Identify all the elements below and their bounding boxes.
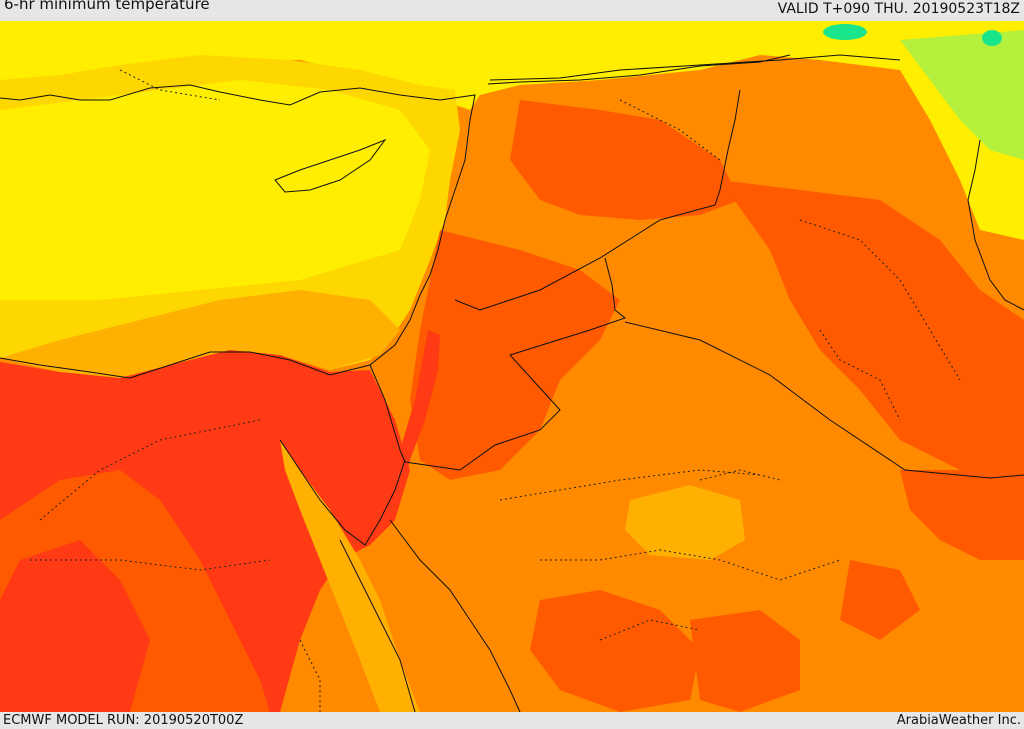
field-orange-red-iraq [720, 180, 1024, 480]
valid-time: VALID T+090 THU. 20190523T18Z [777, 1, 1020, 17]
field-orange-red-syria [510, 100, 740, 220]
footer-bar: ECMWF MODEL RUN: 20190520T00Z ArabiaWeat… [0, 712, 1024, 729]
map-title: 6-hr minimum temperature [4, 0, 210, 13]
field-cool-spot-1 [823, 24, 867, 40]
field-red-sea [280, 440, 420, 712]
field-yellow-sea [0, 80, 430, 300]
country-borders [369, 54, 1024, 479]
credit: ArabiaWeather Inc. [896, 713, 1021, 728]
model-run: ECMWF MODEL RUN: 20190520T00Z [3, 713, 244, 728]
header-bar: 6-hr minimum temperature VALID T+090 THU… [0, 0, 1024, 21]
field-green-spot [987, 120, 1023, 140]
field-orange-sea-band [0, 290, 400, 378]
field-light-patch-saudi [625, 485, 745, 560]
field-red-egypt-deep [0, 540, 150, 712]
coastlines [0, 54, 1024, 712]
field-cool-spot-2 [982, 30, 1002, 46]
field-orange-red-se [840, 560, 920, 640]
field-orange-red-levant [410, 230, 620, 480]
field-orange-red-south-1 [530, 590, 700, 712]
field-orange-red-east [900, 470, 1024, 560]
field-orange-red-south-2 [690, 610, 800, 712]
admin-boundaries [30, 69, 961, 712]
temperature-map [0, 21, 1024, 712]
